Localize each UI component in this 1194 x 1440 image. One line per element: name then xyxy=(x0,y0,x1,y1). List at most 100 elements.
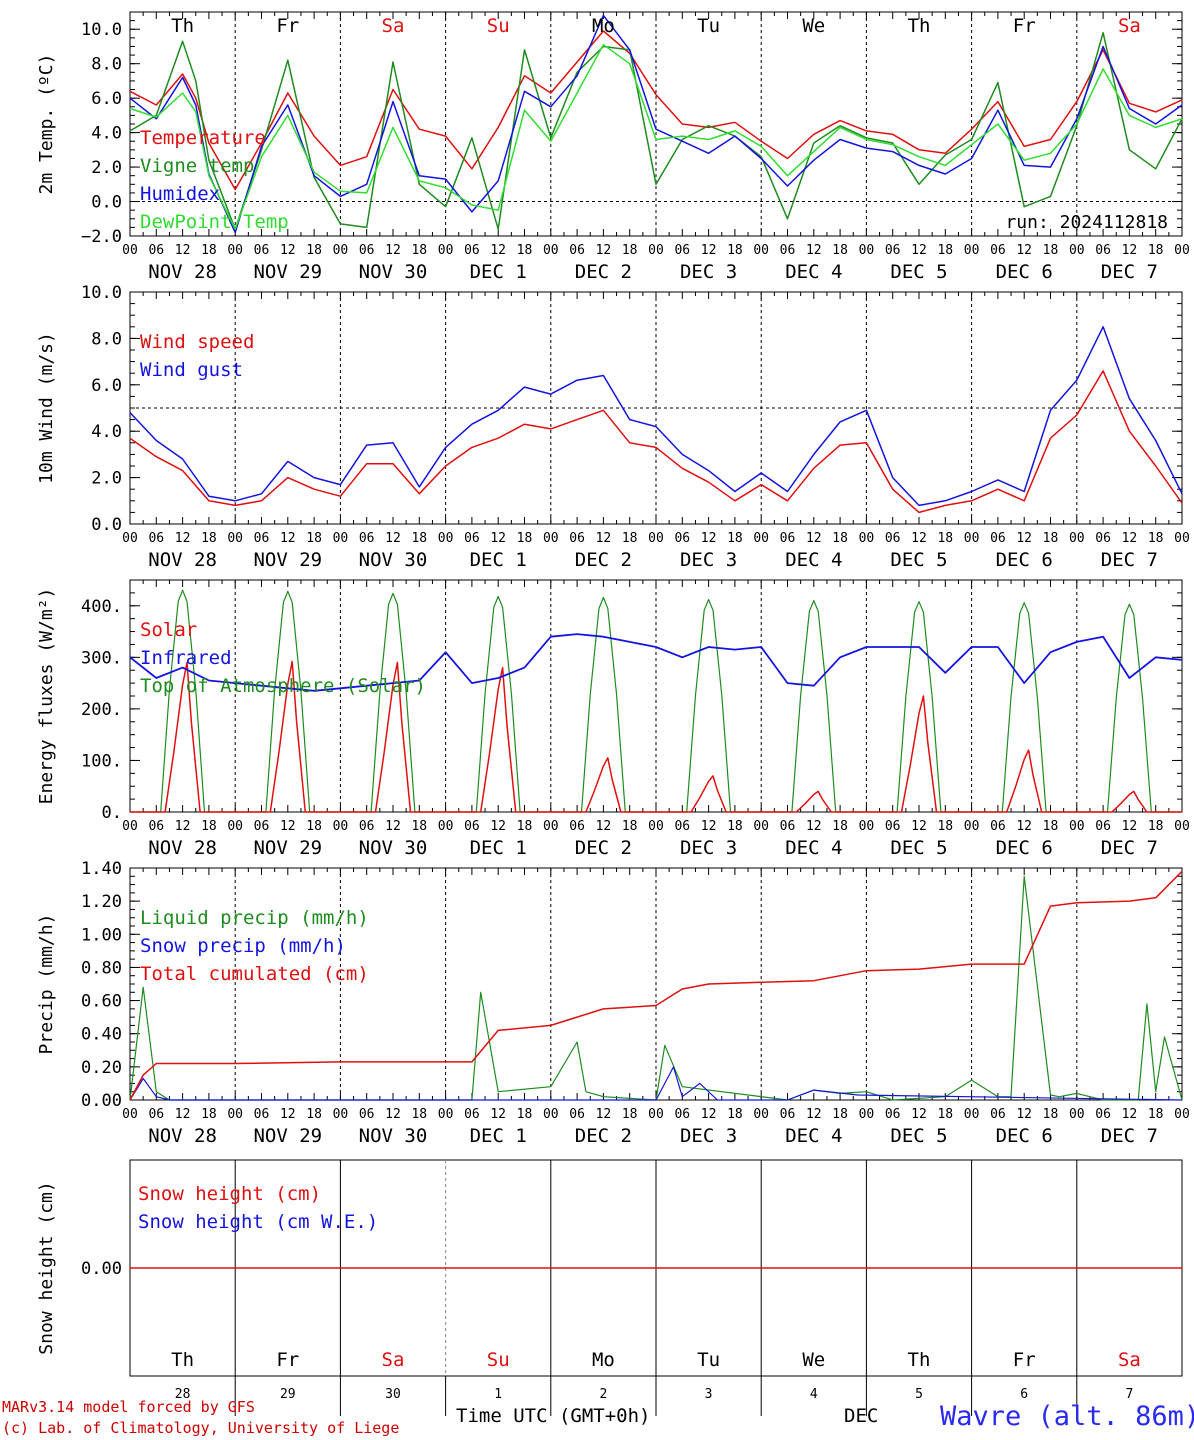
hour-tick-label: 18 xyxy=(306,243,322,258)
hour-tick-label: 18 xyxy=(937,819,953,834)
y-tick-label: 0. xyxy=(102,803,122,823)
hour-tick-label: 00 xyxy=(1174,1107,1190,1122)
hour-tick-label: 18 xyxy=(832,531,848,546)
date-label: DEC 6 xyxy=(996,837,1053,859)
y-tick-label: 4.0 xyxy=(91,422,122,442)
hour-tick-label: 12 xyxy=(1122,531,1138,546)
hour-tick-label: 06 xyxy=(359,819,375,834)
hour-tick-label: 00 xyxy=(543,531,559,546)
date-label: DEC 7 xyxy=(1101,1125,1158,1147)
hour-tick-label: 18 xyxy=(411,243,427,258)
series-line-solar xyxy=(130,660,1182,813)
hour-tick-label: 00 xyxy=(1174,531,1190,546)
panel-frame xyxy=(129,11,1183,237)
hour-tick-label: 12 xyxy=(596,531,612,546)
hour-tick-label: 18 xyxy=(201,819,217,834)
hour-tick-label: 18 xyxy=(306,1107,322,1122)
hour-tick-label: 18 xyxy=(727,243,743,258)
weekday-label: Sa xyxy=(1118,15,1141,37)
legend-entry: Infrared xyxy=(140,647,232,669)
hour-tick-label: 06 xyxy=(254,819,270,834)
y-tick-label: 200. xyxy=(81,700,122,720)
hour-tick-label: 00 xyxy=(122,1107,138,1122)
hour-tick-label: 06 xyxy=(674,1107,690,1122)
date-label: NOV 30 xyxy=(359,837,428,859)
y-tick-label: 1.40 xyxy=(81,859,122,879)
hour-tick-label: 12 xyxy=(806,1107,822,1122)
hour-tick-label: 18 xyxy=(201,1107,217,1122)
hour-tick-label: 06 xyxy=(359,531,375,546)
date-label: DEC 7 xyxy=(1101,837,1158,859)
y-tick-label: 400. xyxy=(81,597,122,617)
hour-tick-label: 06 xyxy=(569,819,585,834)
hour-tick-label: 06 xyxy=(464,1107,480,1122)
date-label: DEC 5 xyxy=(890,837,947,859)
hour-tick-label: 00 xyxy=(438,1107,454,1122)
hour-tick-label: 06 xyxy=(148,819,164,834)
y-tick-label: 4.0 xyxy=(91,124,122,144)
hour-tick-label: 18 xyxy=(727,531,743,546)
legend-entry: Snow precip (mm/h) xyxy=(140,935,346,957)
date-label: NOV 29 xyxy=(253,261,322,283)
date-label: DEC 4 xyxy=(785,261,842,283)
hour-tick-label: 12 xyxy=(490,531,506,546)
hour-tick-label: 00 xyxy=(859,531,875,546)
model-credit: MARv3.14 model forced by GFS xyxy=(2,1398,255,1416)
hour-tick-label: 12 xyxy=(280,243,296,258)
hour-tick-label: 00 xyxy=(648,819,664,834)
hour-tick-label: 00 xyxy=(333,1107,349,1122)
hour-tick-label: 00 xyxy=(122,819,138,834)
hour-tick-label: 06 xyxy=(990,243,1006,258)
date-label: NOV 30 xyxy=(359,1125,428,1147)
hour-tick-label: 18 xyxy=(1043,1107,1059,1122)
weekday-label: Fr xyxy=(276,1349,299,1371)
weekday-label: Th xyxy=(908,15,931,37)
hour-tick-label: 06 xyxy=(885,243,901,258)
hour-tick-label: 12 xyxy=(280,531,296,546)
hour-tick-label: 12 xyxy=(490,819,506,834)
date-label: DEC 4 xyxy=(785,837,842,859)
hour-tick-label: 18 xyxy=(832,1107,848,1122)
hour-tick-label: 00 xyxy=(859,1107,875,1122)
hour-tick-label: 12 xyxy=(175,531,191,546)
hour-tick-label: 00 xyxy=(543,819,559,834)
hour-tick-label: 12 xyxy=(1122,1107,1138,1122)
hour-tick-label: 06 xyxy=(1095,1107,1111,1122)
y-tick-label: 1.20 xyxy=(81,892,122,912)
y-tick-label: 300. xyxy=(81,648,122,668)
hour-tick-label: 18 xyxy=(1148,1107,1164,1122)
hour-tick-label: 18 xyxy=(622,819,638,834)
hour-tick-label: 18 xyxy=(306,531,322,546)
hour-tick-label: 00 xyxy=(543,243,559,258)
hour-tick-label: 06 xyxy=(569,531,585,546)
series-line xyxy=(129,30,1183,191)
date-label: NOV 28 xyxy=(148,1125,217,1147)
legend-entry: Solar xyxy=(140,619,197,641)
series-line xyxy=(129,43,1183,230)
hour-tick-label: 12 xyxy=(490,1107,506,1122)
weekday-label: Fr xyxy=(276,15,299,37)
series-line xyxy=(129,31,1183,230)
series-line xyxy=(129,370,1183,514)
weekday-label: Mo xyxy=(592,15,615,37)
y-tick-label: 6.0 xyxy=(91,376,122,396)
hour-tick-label: 00 xyxy=(438,531,454,546)
y-tick-label: 100. xyxy=(81,751,122,771)
hour-tick-label: 12 xyxy=(385,243,401,258)
hour-tick-label: 12 xyxy=(701,531,717,546)
hour-tick-label: 00 xyxy=(333,243,349,258)
y-tick-label: 0.20 xyxy=(81,1058,122,1078)
y-tick-label: 8.0 xyxy=(91,329,122,349)
hour-tick-label: 06 xyxy=(780,819,796,834)
hour-tick-label: 12 xyxy=(385,531,401,546)
hour-tick-label: 06 xyxy=(254,1107,270,1122)
day-number-label: 29 xyxy=(280,1387,296,1402)
run-annotation: run: 2024112818 xyxy=(1005,212,1168,233)
hour-tick-label: 12 xyxy=(175,243,191,258)
y-tick-label: 8.0 xyxy=(91,55,122,75)
hour-tick-label: 18 xyxy=(517,243,533,258)
day-number-label: 2 xyxy=(599,1387,607,1402)
hour-tick-label: 18 xyxy=(622,1107,638,1122)
day-number-label: 5 xyxy=(915,1387,923,1402)
